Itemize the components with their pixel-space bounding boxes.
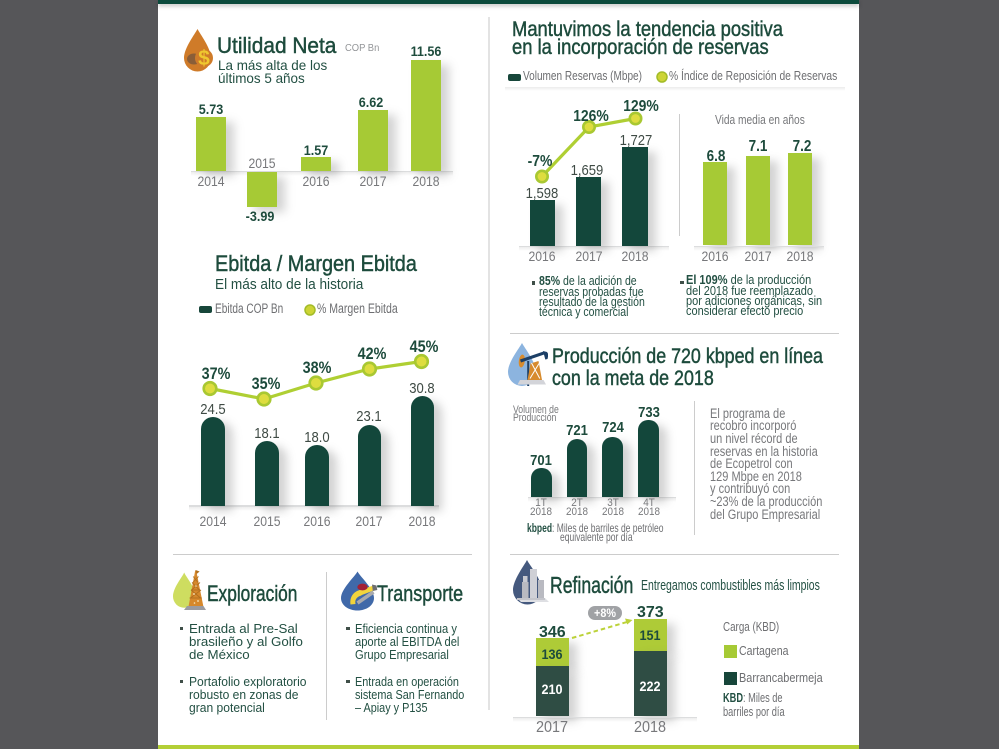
svg-text:$: $ (198, 47, 210, 70)
